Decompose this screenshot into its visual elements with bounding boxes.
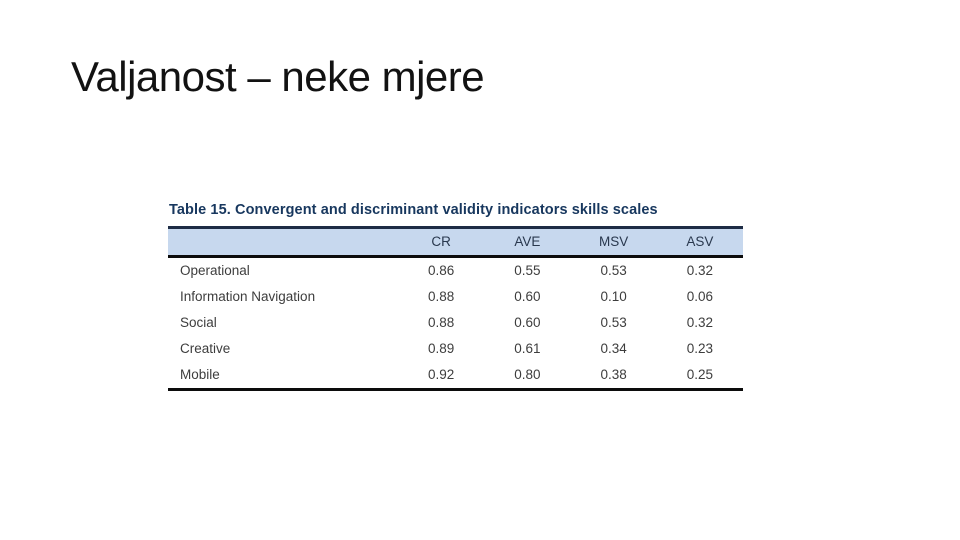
column-header-msv: MSV — [598, 234, 629, 250]
cell-msv: 0.53 — [600, 263, 627, 279]
cell-ave: 0.60 — [514, 315, 541, 331]
cell-msv: 0.53 — [600, 315, 627, 331]
cell-asv: 0.32 — [686, 263, 714, 279]
cell-asv: 0.06 — [686, 289, 714, 305]
cell-ave: 0.55 — [514, 263, 541, 279]
cell-asv: 0.23 — [686, 341, 714, 357]
table-header-row: CR AVE MSV ASV — [168, 229, 743, 258]
cell-ave: 0.61 — [514, 341, 541, 357]
row-label: Mobile — [180, 367, 220, 383]
cell-ave: 0.60 — [514, 289, 541, 305]
cell-cr: 0.92 — [427, 367, 455, 383]
cell-msv: 0.38 — [600, 367, 627, 383]
validity-table-figure: Table 15. Convergent and discriminant va… — [168, 202, 743, 391]
table-row-operational: Operational 0.86 0.55 0.53 0.32 — [168, 258, 743, 284]
cell-msv: 0.10 — [600, 289, 627, 305]
row-label: Creative — [180, 341, 231, 357]
cell-cr: 0.86 — [427, 263, 455, 279]
cell-asv: 0.25 — [686, 367, 714, 383]
column-header-ave: AVE — [514, 234, 541, 250]
row-label: Social — [180, 315, 217, 331]
cell-msv: 0.34 — [600, 341, 627, 357]
table-body: Operational 0.86 0.55 0.53 0.32 Informat… — [168, 258, 743, 388]
column-header-asv: ASV — [686, 234, 714, 250]
table-row-social: Social 0.88 0.60 0.53 0.32 — [168, 310, 743, 336]
slide-title: Valjanost – neke mjere — [71, 53, 485, 100]
cell-cr: 0.88 — [427, 315, 455, 331]
table-caption: Table 15. Convergent and discriminant va… — [169, 202, 658, 218]
validity-table: CR AVE MSV ASV Operational 0.86 0.55 0.5… — [168, 226, 743, 391]
table-row-mobile: Mobile 0.92 0.80 0.38 0.25 — [168, 362, 743, 388]
table-row-creative: Creative 0.89 0.61 0.34 0.23 — [168, 336, 743, 362]
row-label: Information Navigation — [180, 289, 316, 305]
cell-cr: 0.88 — [427, 289, 455, 305]
cell-asv: 0.32 — [686, 315, 714, 331]
row-label: Operational — [180, 263, 250, 279]
cell-cr: 0.89 — [427, 341, 455, 357]
column-header-cr: CR — [431, 234, 451, 250]
cell-ave: 0.80 — [514, 367, 541, 383]
table-row-information-navigation: Information Navigation 0.88 0.60 0.10 0.… — [168, 284, 743, 310]
